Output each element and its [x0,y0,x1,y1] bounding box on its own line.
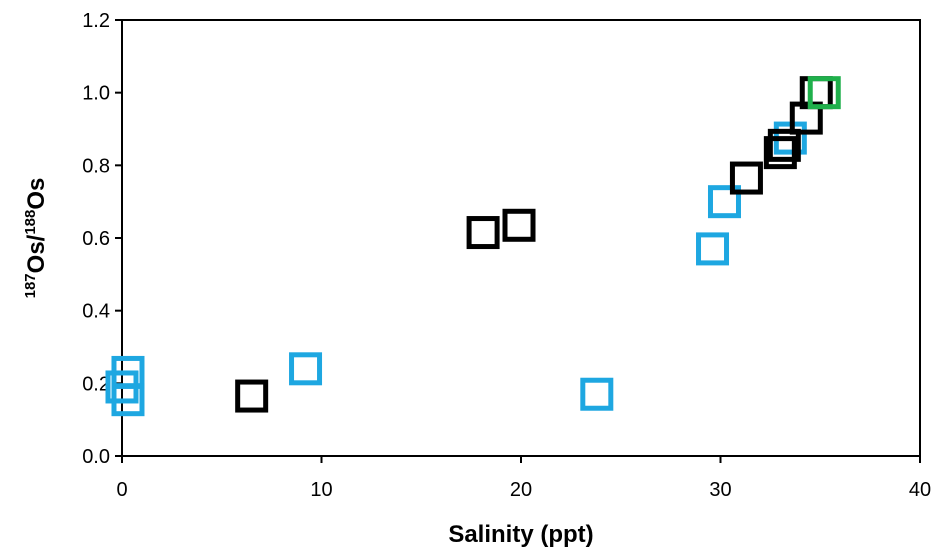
y-tick-label: 0.6 [82,228,110,250]
data-point [707,185,741,219]
data-point [807,76,841,110]
y-tick-label: 0.0 [82,446,110,468]
x-tick-label: 40 [909,479,931,501]
x-tick-label: 10 [310,479,332,501]
data-points [105,76,841,417]
x-axis-title: Salinity (ppt) [448,521,593,548]
y-tick-label: 1.0 [82,83,110,105]
y-axis-title-main1: Os/ [23,234,50,273]
x-tick-label: 30 [709,479,731,501]
data-point [763,136,797,170]
y-axis-ticks [115,19,122,457]
data-point [235,379,269,413]
data-point [696,232,730,266]
x-tick-label: 0 [116,479,127,501]
y-tick-label: 0.8 [82,155,110,177]
data-point [289,352,323,386]
y-tick-label: 0.4 [82,301,110,323]
y-axis-title-sup1: 187 [22,273,39,298]
data-point [466,216,500,250]
data-point [111,383,145,417]
y-axis-title: 187Os/188Os [22,178,50,299]
y-axis-title-main2: Os [23,178,50,210]
x-axis-tick-labels: 0 10 20 30 40 [116,479,931,501]
x-tick-label: 20 [510,479,532,501]
y-axis-title-sup2: 188 [22,210,39,235]
data-point [502,208,536,242]
y-tick-label: 1.2 [82,10,110,32]
data-point [789,101,823,135]
y-axis-tick-labels: 0.0 0.2 0.4 0.6 0.8 1.0 1.2 [82,10,110,468]
x-axis-ticks [121,456,921,463]
data-point [580,377,614,411]
data-point [767,128,801,162]
y-tick-label: 0.2 [82,373,110,395]
data-point [729,161,763,195]
